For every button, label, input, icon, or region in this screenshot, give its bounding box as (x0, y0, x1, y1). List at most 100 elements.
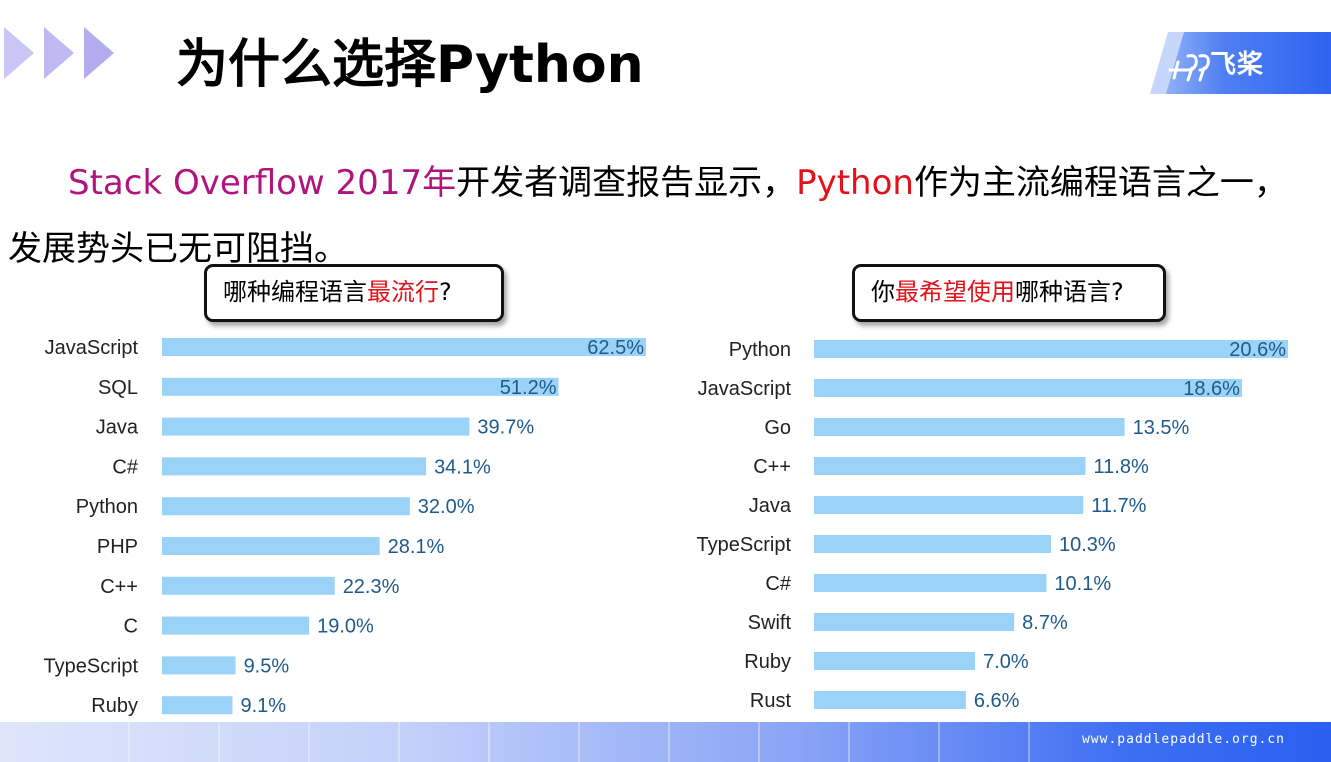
bar (162, 457, 427, 476)
bar-chart-most-wanted: Python 20.6% JavaScript 18.6% Go 13.5% C++ 11.8… (697, 339, 1288, 712)
bar (162, 417, 470, 436)
footer-url: www.paddlepaddle.org.cn (1081, 732, 1285, 747)
value-label: 34.1% (434, 456, 491, 478)
intro-line-2: 发展势头已无可阻挡。 (8, 229, 348, 269)
footer-segment (670, 722, 760, 762)
value-label: 28.1% (388, 536, 445, 558)
footer-segment (220, 722, 310, 762)
value-label: 20.6% (1229, 339, 1286, 361)
question-highlight: 最流行 (367, 278, 439, 306)
footer-segment (0, 722, 130, 762)
footer-segment (490, 722, 580, 762)
intro-text-2: 作为主流编程语言之一， (913, 163, 1288, 203)
value-label: 11.8% (1094, 456, 1149, 478)
chevron-right-icon (4, 27, 34, 79)
paddle-logo: 飞桨 (1150, 32, 1331, 94)
category-label: Ruby (91, 695, 138, 717)
category-label: PHP (97, 536, 138, 558)
question-prefix: 你 (871, 278, 895, 306)
value-label: 13.5% (1133, 417, 1190, 439)
bar-chart-most-popular: JavaScript 62.5% SQL 51.2% Java 39.7% C# 34.1% P… (44, 337, 646, 717)
intro-line-1: Stack Overflow 2017年开发者调查报告显示，Python作为主流… (8, 150, 1318, 216)
intro-text-1: 开发者调查报告显示， (456, 163, 797, 203)
bar (162, 656, 236, 675)
category-label: Python (729, 339, 791, 361)
bar (814, 574, 1047, 592)
category-label: Python (76, 496, 138, 518)
intro-python: Python (796, 163, 914, 203)
value-label: 9.1% (240, 695, 286, 717)
category-label: JavaScript (698, 378, 792, 400)
question-highlight: 最希望使用 (895, 278, 1015, 306)
category-label: Java (749, 495, 792, 517)
category-label: C# (112, 456, 138, 478)
question-suffix: ? (439, 278, 452, 306)
bar (162, 377, 559, 396)
footer-segment (850, 722, 940, 762)
value-label: 18.6% (1183, 378, 1240, 400)
value-label: 39.7% (477, 417, 534, 439)
category-label: C# (765, 573, 791, 595)
bar (814, 457, 1086, 475)
category-label: TypeScript (44, 655, 139, 677)
category-label: Swift (748, 612, 792, 634)
chart-most-wanted: Python 20.6% JavaScript 18.6% Go 13.5% C++ 11.8… (660, 330, 1331, 725)
value-label: 19.0% (317, 616, 374, 638)
chevron-right-icon (44, 27, 74, 79)
category-label: C (124, 616, 138, 638)
category-label: Ruby (744, 651, 791, 673)
footer-band: www.paddlepaddle.org.cn (0, 722, 1331, 762)
value-label: 11.7% (1091, 495, 1146, 517)
value-label: 22.3% (343, 576, 400, 598)
bar (814, 613, 1015, 631)
header-arrows (4, 27, 114, 79)
logo-band-icon (1150, 32, 1331, 94)
bar (162, 576, 335, 595)
value-label: 6.6% (974, 690, 1020, 712)
value-label: 9.5% (244, 655, 290, 677)
bar (814, 340, 1288, 358)
question-suffix: 哪种语言? (1015, 278, 1124, 306)
bar (814, 691, 966, 709)
footer-segment (940, 722, 1030, 762)
footer-segment (130, 722, 220, 762)
category-label: TypeScript (697, 534, 792, 556)
bar (814, 418, 1125, 436)
bar (814, 535, 1051, 553)
category-label: C++ (100, 576, 138, 598)
bar (814, 379, 1242, 397)
logo-text: 飞桨 (1210, 50, 1265, 80)
category-label: Java (96, 417, 139, 439)
question-prefix: 哪种编程语言 (223, 278, 367, 306)
category-label: JavaScript (45, 337, 139, 359)
chart-most-popular: JavaScript 62.5% SQL 51.2% Java 39.7% C# 34.1% P… (0, 330, 660, 725)
question-box-wanted: 你最希望使用哪种语言? (852, 264, 1166, 322)
category-label: Rust (750, 690, 792, 712)
footer-segment (400, 722, 490, 762)
bar (162, 338, 646, 356)
bar (162, 497, 410, 516)
value-label: 7.0% (983, 651, 1029, 673)
value-label: 10.1% (1054, 573, 1111, 595)
chevron-right-icon (84, 27, 114, 79)
intro-paragraph: Stack Overflow 2017年开发者调查报告显示，Python作为主流… (8, 150, 1318, 282)
bar (162, 616, 310, 635)
value-label: 8.7% (1022, 612, 1068, 634)
question-box-popular: 哪种编程语言最流行? (204, 264, 504, 322)
value-label: 32.0% (418, 496, 475, 518)
bar (814, 652, 976, 670)
category-label: C++ (753, 456, 791, 478)
category-label: SQL (98, 377, 138, 399)
value-label: 10.3% (1059, 534, 1116, 556)
footer-segment (310, 722, 400, 762)
page-title: 为什么选择Python (176, 35, 644, 95)
bar (814, 496, 1084, 514)
footer-segment (760, 722, 850, 762)
value-label: 51.2% (500, 377, 557, 399)
intro-source: Stack Overflow 2017年 (68, 163, 457, 203)
bar (162, 537, 380, 555)
category-label: Go (764, 417, 791, 439)
bar (162, 696, 233, 715)
footer-segment (580, 722, 670, 762)
value-label: 62.5% (587, 337, 644, 359)
